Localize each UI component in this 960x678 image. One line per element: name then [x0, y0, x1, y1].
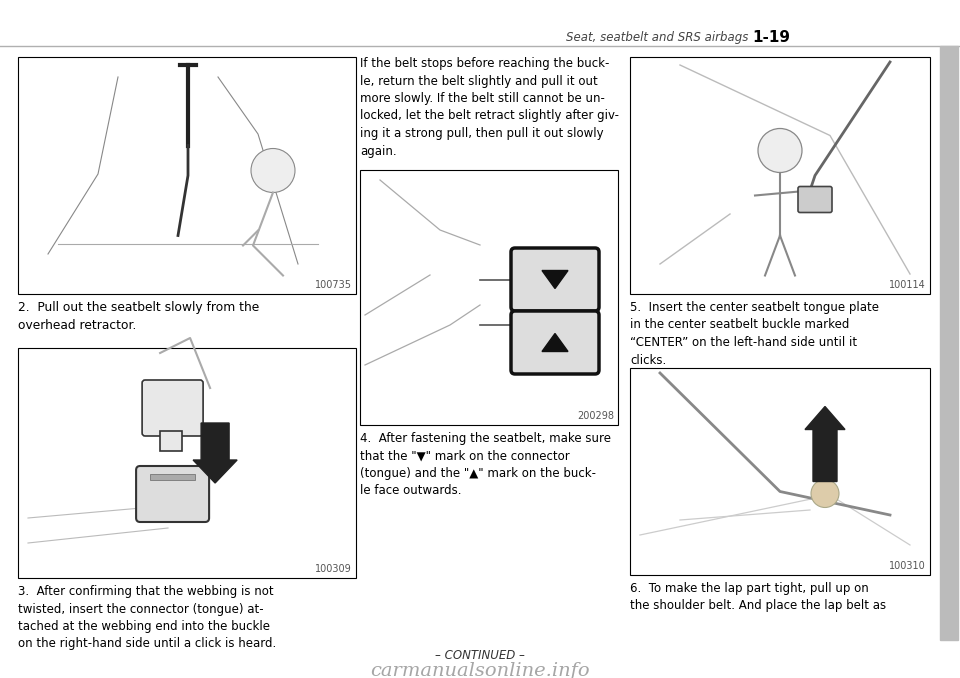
FancyBboxPatch shape: [136, 466, 209, 522]
Bar: [630, 57, 930, 294]
Polygon shape: [542, 334, 568, 351]
Bar: [18, 348, 356, 578]
Bar: [360, 170, 618, 425]
Text: 200298: 200298: [577, 411, 614, 421]
Text: 1-19: 1-19: [752, 31, 790, 45]
Bar: [18, 57, 356, 294]
Bar: [160, 431, 182, 451]
Text: 2.  Pull out the seatbelt slowly from the
overhead retractor.: 2. Pull out the seatbelt slowly from the…: [18, 301, 259, 332]
FancyBboxPatch shape: [798, 186, 832, 212]
Text: 100309: 100309: [315, 564, 352, 574]
Circle shape: [811, 479, 839, 508]
FancyBboxPatch shape: [142, 380, 204, 436]
Polygon shape: [542, 271, 568, 289]
Circle shape: [251, 148, 295, 193]
Text: 5.  Insert the center seatbelt tongue plate
in the center seatbelt buckle marked: 5. Insert the center seatbelt tongue pla…: [630, 301, 879, 367]
Text: carmanualsonline.info: carmanualsonline.info: [371, 662, 589, 678]
Text: Seat, seatbelt and SRS airbags: Seat, seatbelt and SRS airbags: [565, 31, 748, 45]
Bar: [150, 474, 195, 480]
Circle shape: [758, 129, 802, 172]
Text: 100735: 100735: [315, 280, 352, 290]
Text: 6.  To make the lap part tight, pull up on
the shoulder belt. And place the lap : 6. To make the lap part tight, pull up o…: [630, 582, 886, 612]
Text: 100114: 100114: [889, 280, 926, 290]
Bar: [940, 46, 958, 640]
FancyBboxPatch shape: [511, 248, 599, 311]
Text: – CONTINUED –: – CONTINUED –: [435, 649, 525, 662]
Text: If the belt stops before reaching the buck-
le, return the belt slightly and pul: If the belt stops before reaching the bu…: [360, 57, 619, 157]
Text: 3.  After confirming that the webbing is not
twisted, insert the connector (tong: 3. After confirming that the webbing is …: [18, 585, 276, 650]
Polygon shape: [805, 407, 845, 481]
Text: 100310: 100310: [889, 561, 926, 571]
Bar: [630, 368, 930, 575]
Text: 4.  After fastening the seatbelt, make sure
that the "▼" mark on the connector
(: 4. After fastening the seatbelt, make su…: [360, 432, 611, 498]
Polygon shape: [193, 423, 237, 483]
FancyBboxPatch shape: [511, 311, 599, 374]
